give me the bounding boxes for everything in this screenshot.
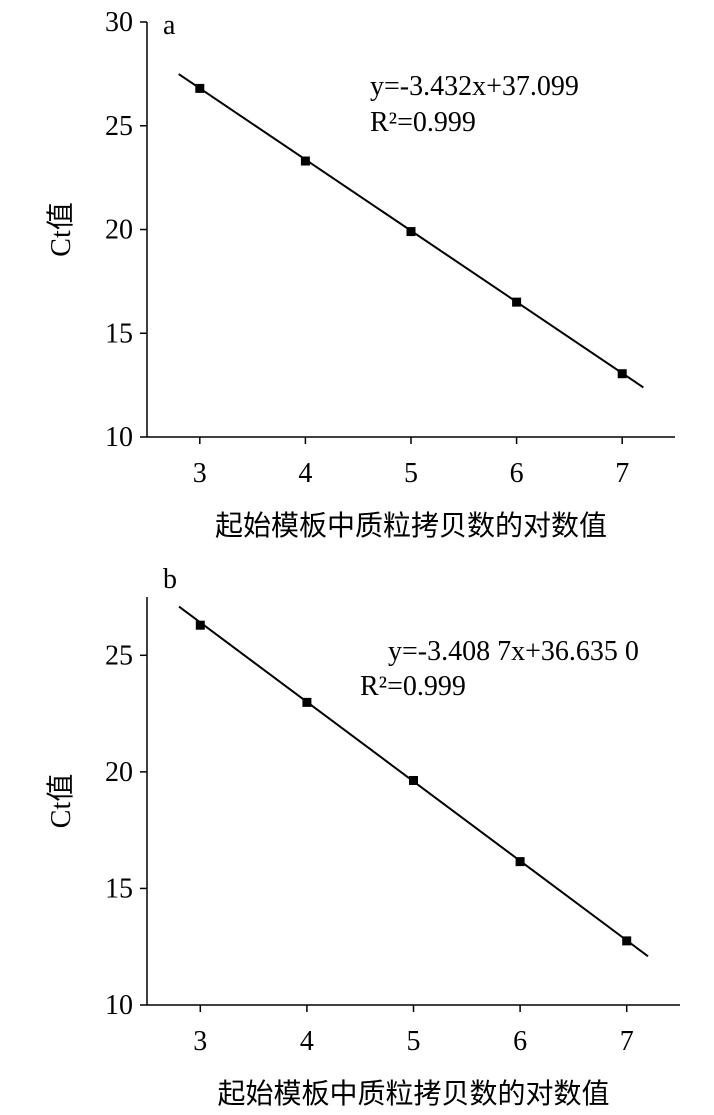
y-tick-label: 20 — [105, 757, 133, 788]
x-tick-label: 3 — [193, 458, 207, 489]
y-axis-label: Ct值 — [45, 202, 77, 256]
equation: R²=0.999 — [360, 671, 466, 702]
y-tick-label: 25 — [105, 640, 133, 671]
y-tick-label: 30 — [105, 7, 133, 38]
equation: y=-3.432x+37.099 — [370, 71, 579, 102]
x-axis-label: 起始模板中质粒拷贝数的对数值 — [215, 510, 607, 542]
y-tick-label: 10 — [105, 990, 133, 1021]
panel-label: b — [163, 564, 177, 595]
data-point — [512, 297, 522, 307]
data-point — [622, 936, 632, 946]
x-tick-label: 4 — [300, 1026, 314, 1057]
x-axis-label: 起始模板中质粒拷贝数的对数值 — [217, 1078, 609, 1110]
data-point — [406, 227, 416, 237]
data-point — [195, 83, 205, 93]
data-point — [300, 156, 310, 166]
data-point — [195, 620, 205, 630]
x-tick-label: 5 — [407, 1026, 421, 1057]
data-point — [515, 857, 525, 867]
equation: y=-3.408 7x+36.635 0 — [388, 636, 639, 667]
data-point — [617, 369, 627, 379]
data-point — [409, 775, 418, 785]
y-tick-label: 15 — [105, 318, 133, 349]
x-tick-label: 7 — [620, 1026, 634, 1057]
x-tick-label: 7 — [615, 458, 629, 489]
panel-label: a — [163, 10, 176, 41]
data-point — [302, 697, 312, 707]
x-tick-label: 4 — [298, 458, 312, 489]
x-tick-label: 5 — [404, 458, 418, 489]
y-tick-label: 20 — [105, 215, 133, 246]
y-tick-label: 10 — [105, 422, 133, 453]
x-tick-label: 3 — [193, 1026, 207, 1057]
equation: R²=0.999 — [370, 107, 476, 138]
x-tick-label: 6 — [513, 1026, 527, 1057]
x-tick-label: 6 — [510, 458, 524, 489]
y-tick-label: 15 — [105, 873, 133, 904]
y-axis-label: Ct值 — [45, 774, 77, 828]
y-tick-label: 25 — [105, 111, 133, 142]
